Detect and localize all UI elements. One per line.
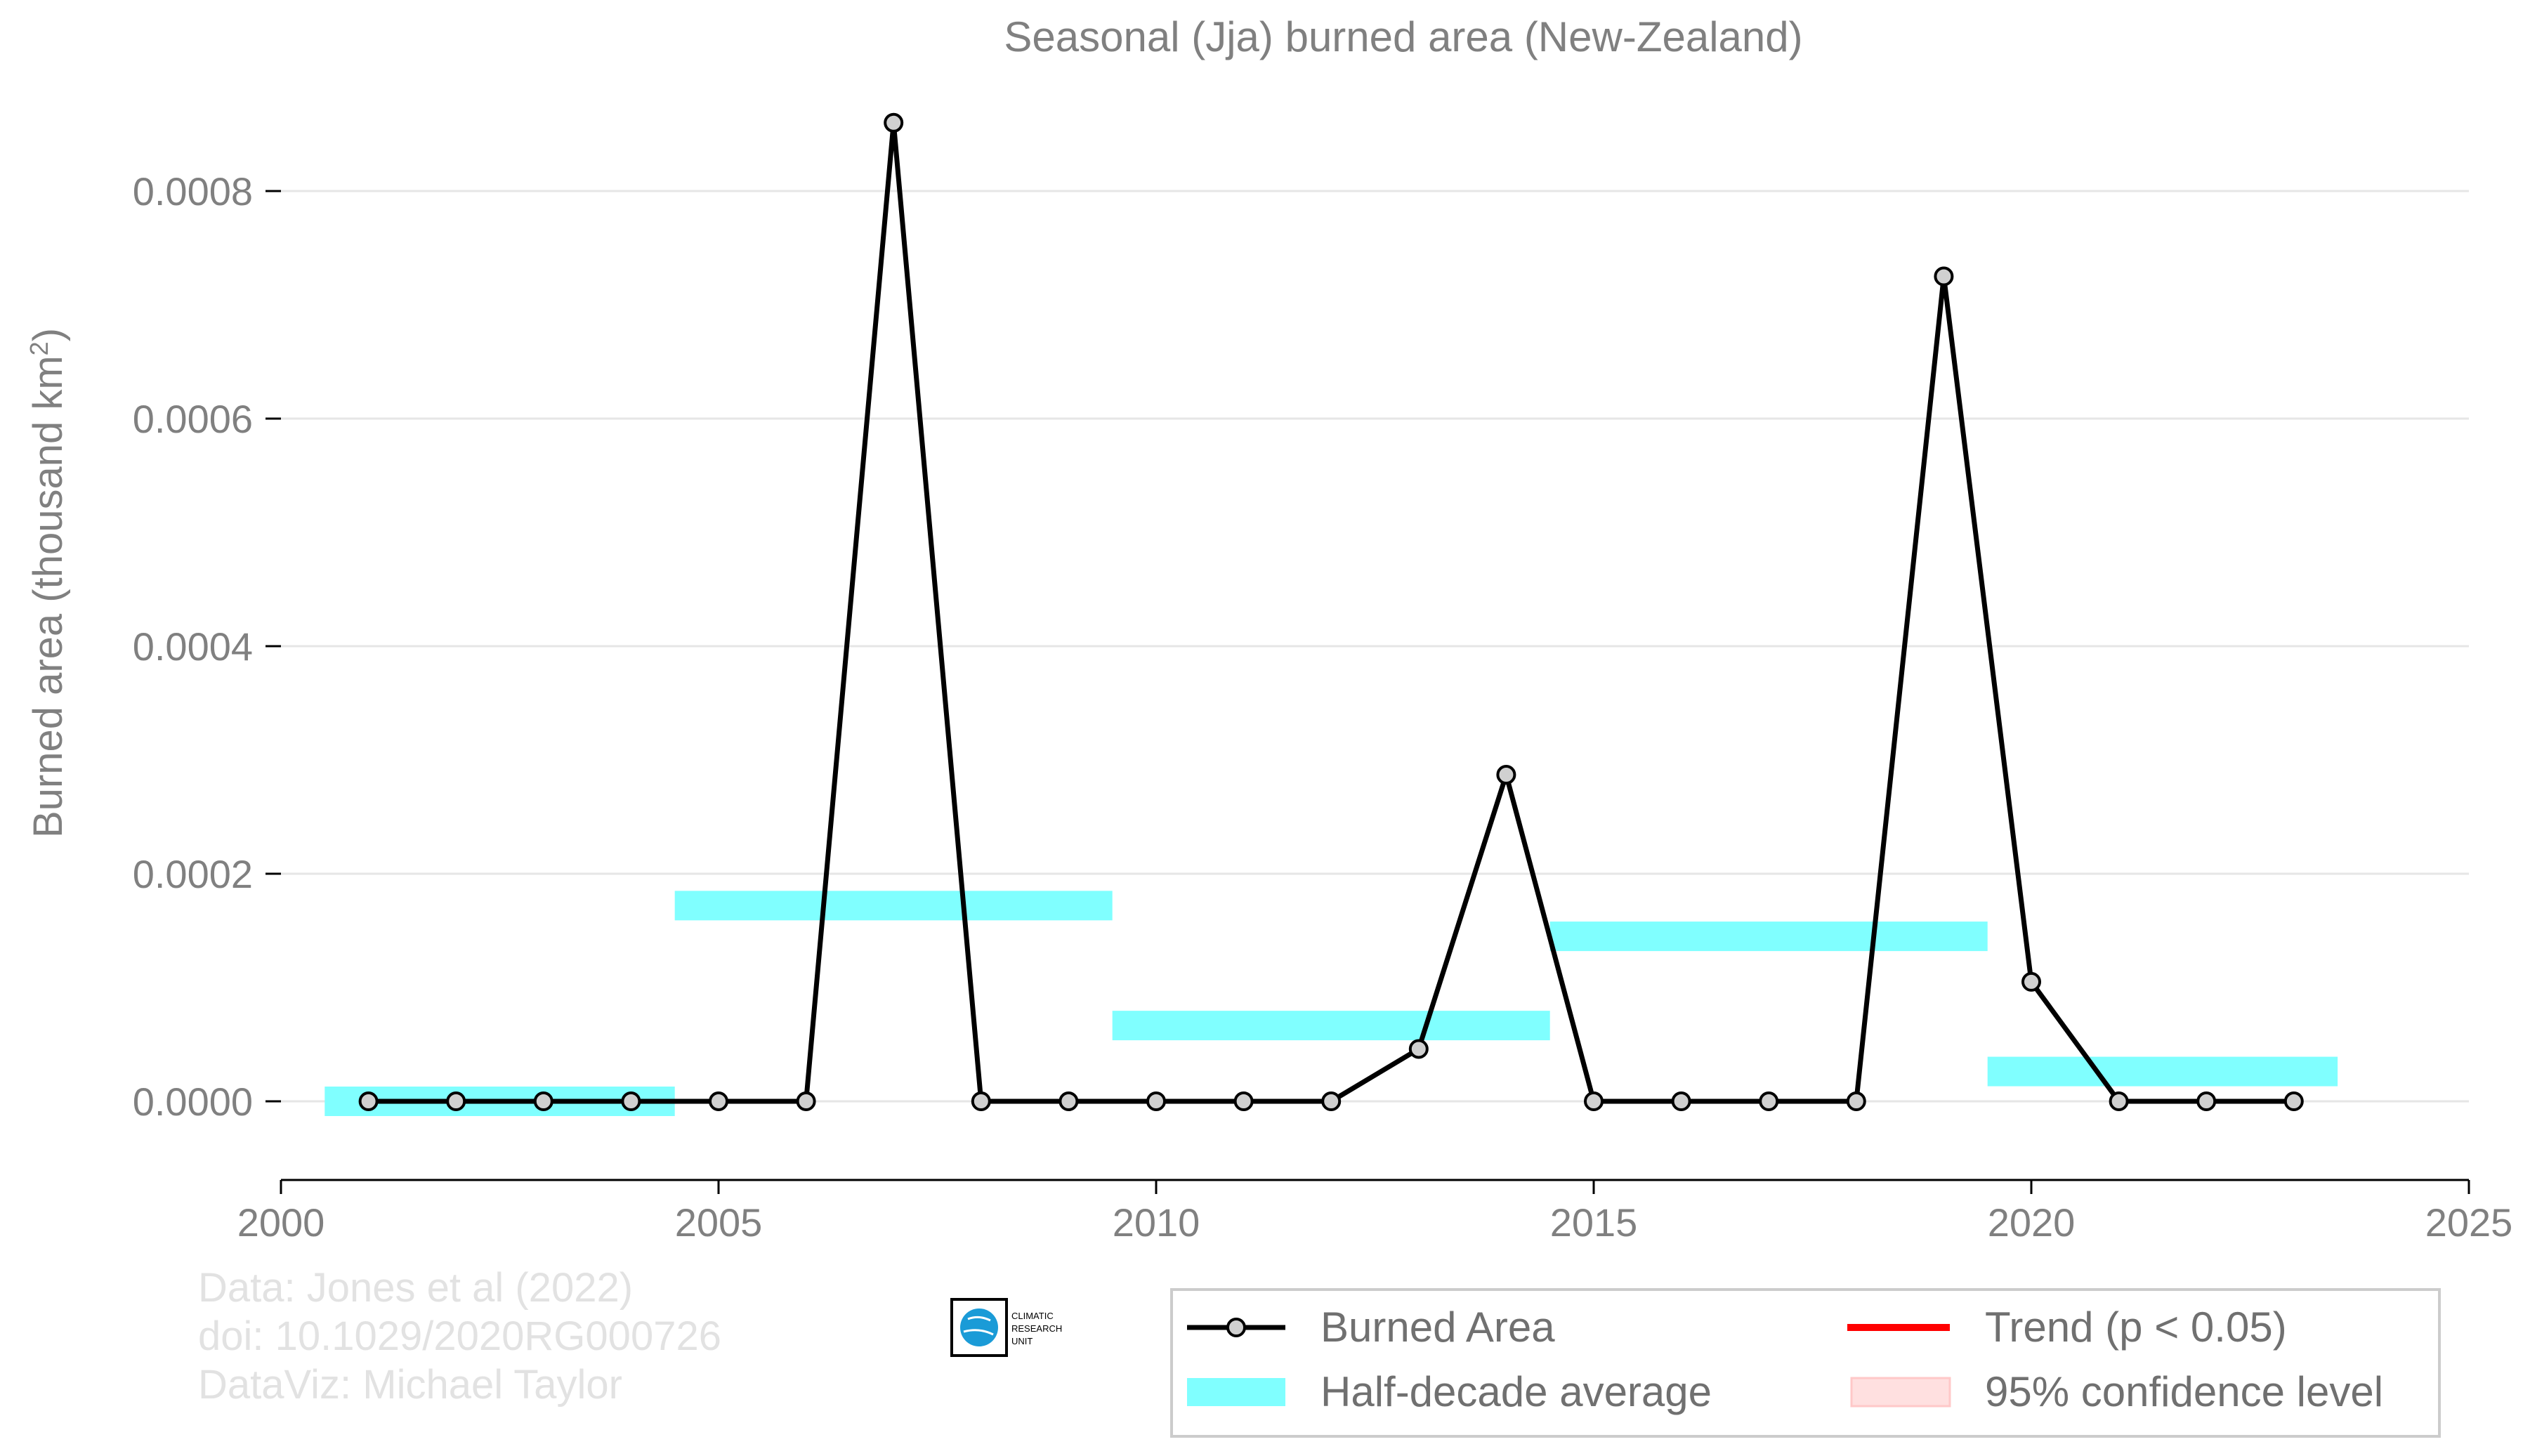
legend-box: [1170, 1288, 2441, 1438]
data-point: [446, 1091, 466, 1111]
data-point: [971, 1091, 991, 1111]
x-axis: 2000 2005 2010 2015 2020 2025: [237, 1179, 2513, 1245]
data-point: [358, 1091, 379, 1111]
globe-icon: [960, 1309, 998, 1346]
data-point: [796, 1091, 816, 1111]
x-tick-label: 2000: [237, 1200, 325, 1245]
y-axis-label-sup: 2: [25, 341, 53, 355]
half-decade-average-bars: [325, 891, 2338, 1116]
data-point: [2109, 1091, 2129, 1111]
series-line: [368, 120, 2294, 1104]
legend-confidence-patch: [1850, 1377, 1951, 1408]
y-tick-label: 0.0006: [133, 397, 253, 441]
logo-frame: [950, 1298, 1008, 1357]
y-axis-label-main: Burned area (thousand km: [25, 355, 71, 838]
data-point: [2021, 971, 2041, 992]
credits: Data: Jones et al (2022) doi: 10.1029/20…: [198, 1265, 721, 1408]
logo-text-line1: CLIMATIC: [1011, 1311, 1054, 1321]
half-decade-bar: [1112, 1011, 1550, 1041]
y-axis-label-close: ): [25, 328, 71, 341]
data-point: [2283, 1091, 2304, 1111]
data-point: [1321, 1091, 1342, 1111]
y-tick-label: 0.0000: [133, 1080, 253, 1124]
credit-doi: doi: 10.1029/2020RG000726: [198, 1313, 721, 1359]
logo-text-line3: UNIT: [1011, 1336, 1033, 1346]
data-point: [1671, 1091, 1691, 1111]
legend-half-decade-label: Half-decade average: [1320, 1368, 1712, 1415]
x-tick-label: 2020: [1988, 1200, 2076, 1245]
data-point: [1584, 1091, 1604, 1111]
legend-confidence-label: 95% confidence level: [1985, 1368, 2383, 1415]
x-tick-label: 2010: [1113, 1200, 1200, 1245]
data-point: [533, 1091, 553, 1111]
x-tick-label: 2005: [675, 1200, 763, 1245]
data-point: [2196, 1091, 2217, 1111]
logo-text-line2: RESEARCH: [1011, 1323, 1062, 1334]
data-point: [1408, 1039, 1429, 1059]
data-point: [1058, 1091, 1079, 1111]
y-tick-label: 0.0002: [133, 852, 253, 896]
y-tick-label: 0.0004: [133, 624, 253, 669]
burned-area-series: [358, 112, 2304, 1111]
x-tick-label: 2015: [1550, 1200, 1638, 1245]
y-axis: 0.0000 0.0002 0.0004 0.0006 0.0008: [133, 169, 281, 1124]
grid-lines: [281, 190, 2469, 1103]
x-tick-label: 2025: [2425, 1200, 2513, 1245]
data-point: [884, 112, 904, 133]
data-point: [1146, 1091, 1166, 1111]
data-point: [709, 1091, 728, 1111]
half-decade-bar: [1549, 922, 1988, 952]
globe-lines-icon: [963, 1316, 994, 1336]
legend-half-decade-patch: [1187, 1378, 1285, 1406]
data-point: [1846, 1091, 1866, 1111]
legend-burned-area-label: Burned Area: [1320, 1304, 1555, 1351]
legend: Burned Area Trend (p < 0.05) Half-decade…: [1170, 1288, 2441, 1438]
credit-data-source: Data: Jones et al (2022): [198, 1265, 633, 1311]
data-point: [621, 1091, 641, 1111]
legend-trend-label: Trend (p < 0.05): [1985, 1304, 2287, 1351]
data-point: [1496, 765, 1516, 785]
data-point: [1934, 266, 1954, 287]
cru-logo: CLIMATIC RESEARCH UNIT: [950, 1298, 1062, 1357]
credit-dataviz: DataViz: Michael Taylor: [198, 1362, 622, 1408]
data-point: [1759, 1091, 1779, 1111]
legend-burned-area-marker: [1226, 1318, 1246, 1337]
y-tick-label: 0.0008: [133, 169, 253, 214]
data-point: [1233, 1091, 1254, 1111]
half-decade-bar: [1987, 1056, 2338, 1087]
half-decade-bar: [674, 891, 1113, 921]
y-axis-label: Burned area (thousand km2): [25, 328, 72, 838]
chart-title: Seasonal (Jja) burned area (New-Zealand): [1004, 13, 1802, 60]
